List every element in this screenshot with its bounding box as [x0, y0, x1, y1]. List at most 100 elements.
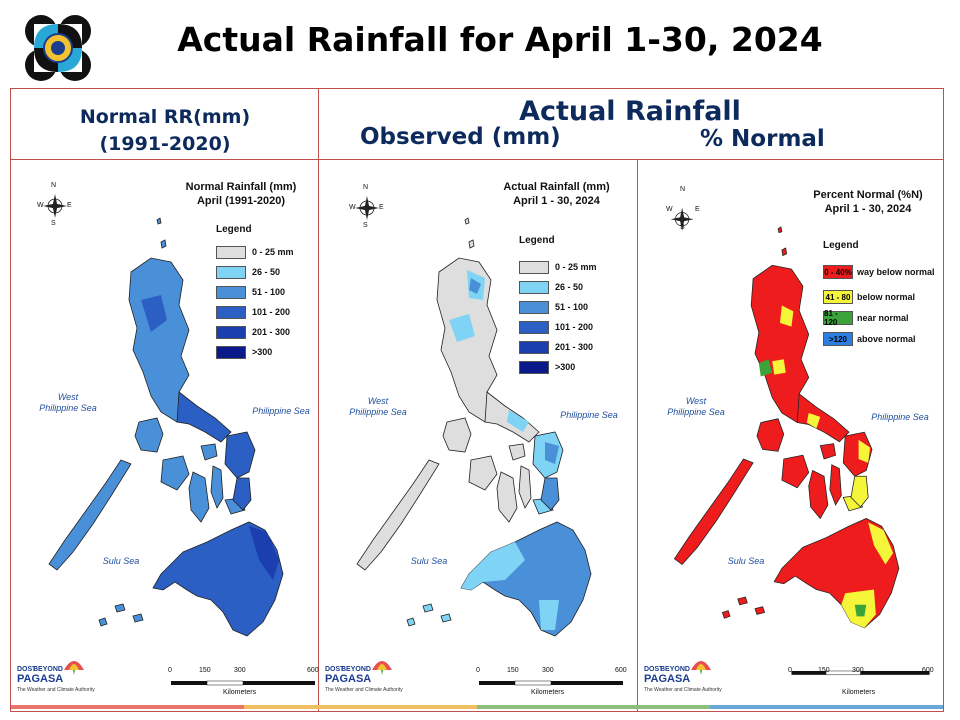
umbrella-icon: [372, 661, 392, 675]
scale-unit: Kilometers: [531, 689, 565, 696]
actual-legend-item: 51 - 100: [519, 300, 588, 314]
percent-legend-title: Legend: [823, 240, 859, 251]
compass-n: N: [51, 182, 57, 189]
pagasa-tagline: The Weather and Climate Authority: [325, 687, 403, 693]
pagasa-logo-text: PAGASA: [644, 673, 691, 685]
actual-map-title-line2: April 1 - 30, 2024: [513, 195, 600, 207]
beyond-label: BEYOND: [33, 666, 63, 673]
dost-label: DOST: [17, 666, 37, 673]
legend-label: below normal: [857, 292, 916, 302]
pagasa-emblem-icon: [25, 15, 91, 81]
scale-tick-150: 150: [507, 667, 519, 674]
legend-swatch: [216, 265, 246, 279]
sea-label-line: Philippine Sea: [667, 407, 725, 417]
compass-n: N: [363, 184, 369, 191]
actual-rainfall-map-panel: N S E W Actual Rainfall (mm) April 1 - 3…: [319, 160, 637, 712]
compass-s: S: [51, 220, 56, 227]
scale-tick-0: 0: [788, 667, 792, 674]
philippine-sea-label: Philippine Sea: [560, 410, 618, 420]
legend-swatch: [519, 360, 549, 374]
pagasa-tagline: The Weather and Climate Authority: [17, 687, 95, 693]
normal-legend-item: 0 - 25 mm: [216, 245, 294, 259]
legend-swatch: >120: [823, 332, 853, 346]
legend-label: way below normal: [857, 267, 935, 277]
legend-label: 0 - 25 mm: [555, 262, 597, 272]
legend-label: 51 - 100: [555, 302, 589, 312]
legend-label: >300: [555, 362, 576, 372]
normal-legend-item: 101 - 200: [216, 305, 290, 319]
actual-legend-title: Legend: [519, 235, 555, 246]
observed-header: Observed (mm): [360, 124, 561, 150]
compass-n: N: [680, 186, 686, 193]
legend-swatch: [519, 320, 549, 334]
compass-e: E: [695, 206, 700, 213]
philippine-sea-label: Philippine Sea: [252, 406, 310, 416]
normal-rr-header: Normal RR(mm) (1991-2020): [20, 104, 310, 158]
legend-swatch: 41 - 80: [823, 290, 853, 304]
sea-label-line: West: [57, 392, 79, 402]
percent-normal-header: % Normal: [700, 126, 825, 152]
sea-label-line: Philippine Sea: [349, 407, 407, 417]
scale-tick-300: 300: [542, 667, 554, 674]
dost-label: DOST: [325, 666, 345, 673]
footer-strip-yellow: [244, 705, 477, 709]
legend-label: 101 - 200: [252, 307, 291, 317]
legend-label: above normal: [857, 334, 916, 344]
legend-swatch: [216, 345, 246, 359]
percent-normal-map-panel: N S E W Percent Normal (%N) April 1 - 30…: [638, 160, 943, 712]
actual-legend-item: 26 - 50: [519, 280, 583, 294]
legend-swatch: [519, 340, 549, 354]
actual-rainfall-header: Actual Rainfall: [519, 96, 741, 127]
legend-swatch: [216, 245, 246, 259]
header-divider: [318, 88, 319, 160]
west-philippine-sea-label: West Philippine Sea: [333, 396, 423, 418]
scale-tick-600: 600: [922, 667, 934, 674]
column-divider-1: [318, 159, 319, 712]
normal-period-label: (1991-2020): [99, 133, 231, 155]
actual-map-title: Actual Rainfall (mm) April 1 - 30, 2024: [489, 180, 624, 208]
legend-label: 0 - 25 mm: [252, 247, 294, 257]
umbrella-icon: [64, 661, 84, 675]
sea-label-line: West: [685, 396, 707, 406]
scale-tick-0: 0: [168, 667, 172, 674]
scale-tick-300: 300: [852, 667, 864, 674]
map-islands: [674, 226, 900, 629]
legend-swatch: [216, 325, 246, 339]
legend-swatch: 81 - 120: [823, 309, 853, 327]
legend-swatch: [519, 260, 549, 274]
column-divider-2: [637, 159, 638, 712]
percent-legend-item: >120 above normal: [823, 332, 916, 346]
beyond-label: BEYOND: [341, 666, 371, 673]
scale-unit: Kilometers: [842, 689, 876, 696]
scale-bar: [479, 680, 623, 686]
pagasa-logo-text: PAGASA: [325, 673, 372, 685]
scale-tick-600: 600: [615, 667, 627, 674]
scale-bar: [791, 670, 930, 676]
west-philippine-sea-label: West Philippine Sea: [656, 396, 736, 418]
map-islands: [356, 217, 592, 637]
legend-label: 26 - 50: [252, 267, 281, 277]
legend-swatch: [216, 285, 246, 299]
normal-map-title-line1: Normal Rainfall (mm): [185, 181, 297, 193]
sulu-sea-label: Sulu Sea: [102, 556, 140, 566]
sulu-sea-label: Sulu Sea: [727, 556, 765, 566]
normal-map-title: Normal Rainfall (mm) April (1991-2020): [171, 180, 311, 208]
actual-legend-item: >300: [519, 360, 575, 374]
actual-legend-item: 0 - 25 mm: [519, 260, 597, 274]
compass-e: E: [379, 204, 384, 211]
percent-legend-item: 81 - 120 near normal: [823, 309, 909, 327]
normal-map-title-line2: April (1991-2020): [196, 195, 286, 207]
scale-bar: [171, 680, 315, 686]
pagasa-logo-text: PAGASA: [17, 673, 64, 685]
normal-rainfall-map: [42, 193, 315, 686]
percent-legend-item: 0 - 40% way below normal: [823, 265, 935, 279]
scale-tick-0: 0: [476, 667, 480, 674]
actual-rainfall-map: [354, 195, 623, 686]
compass-w: W: [666, 206, 673, 213]
legend-label: 101 - 200: [555, 322, 594, 332]
compass-w: W: [349, 204, 356, 211]
compass-rose-icon: [354, 195, 380, 221]
sea-label-line: Philippine Sea: [39, 403, 97, 413]
footer-strip-green: [477, 705, 710, 709]
compass-w: W: [37, 202, 44, 209]
